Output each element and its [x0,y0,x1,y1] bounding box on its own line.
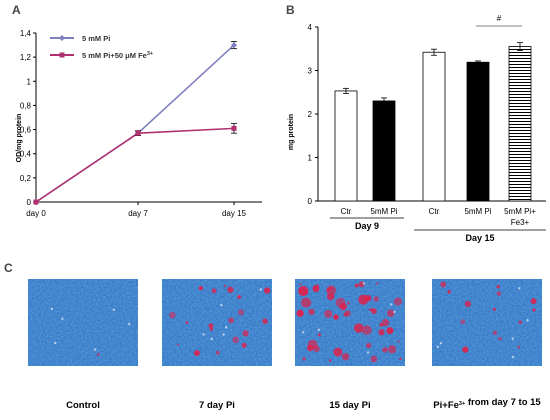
chart-a-y-tick-label: 1,4 [20,29,32,38]
chart-b-y-tick-label: 1 [308,154,313,163]
chart-a-legend: 5 mM Pi 5 mM Pi+50 μM Fe3+ [50,34,153,60]
micrograph: 7 day Pi [162,279,272,411]
chart-b-group: Day 9 [330,217,404,231]
micrograph: Pi+Fe3+ from day 7 to 15 [432,279,542,411]
chart-a-point [135,130,141,136]
chart-b-category-label: 5mM Pi [464,207,491,216]
chart-a-x-tick-label: day 15 [222,209,247,218]
chart-a-series-line [35,127,235,203]
panel-label-b: B [286,3,295,17]
micrograph-caption: Control [66,400,100,411]
micrograph: Control [28,279,138,411]
chart-a-x-tick-label: day 7 [128,209,148,218]
chart-b-bar [466,61,490,202]
chart-b-error-bar [517,42,523,51]
chart-b-error-bar [381,97,387,105]
chart-b-significance: # [476,14,522,27]
micrograph: 15 day Pi [295,279,405,411]
chart-b-category-label: Ctr [341,207,352,216]
chart-a-y-tick-label: 1 [27,77,32,86]
chart-a-point [231,125,237,131]
chart-a-line: OD/mg protein 0 0,2 0,4 0,6 0,8 1 1,2 1,4 day 0… [16,29,262,218]
chart-b-category-label: Ctr [429,207,440,216]
chart-a-y-axis-label: OD/mg protein [16,114,23,163]
micrograph-caption: 15 day Pi [329,400,370,411]
chart-b-error-bar [343,87,349,94]
micrograph-caption: 7 day Pi [199,400,235,411]
micrograph-caption: Pi+Fe3+ from day 7 to 15 [433,397,541,411]
chart-b-category-label: 5mM Pi [370,207,397,216]
chart-b-y-tick-label: 3 [308,67,313,76]
panel-label-c: C [4,261,13,275]
chart-a-y-tick-label: 1,2 [20,53,32,62]
chart-b-y-tick-label: 2 [308,110,313,119]
chart-b-y-tick-label: 4 [308,23,313,32]
panel-label-a: A [12,3,21,17]
chart-a-y-tick-label: 0,4 [20,150,32,159]
chart-a-legend-label: 5 mM Pi+50 μM Fe3+ [82,51,153,60]
chart-a-legend-entry: 5 mM Pi+50 μM Fe3+ [50,51,153,60]
chart-b-category-label: 5mM Pi+ Fe3+ [504,207,536,227]
chart-a-y-tick-label: 0,2 [20,174,32,183]
chart-b-error-bar [475,60,481,64]
chart-a-legend-entry: 5 mM Pi [50,34,110,43]
micrograph-row: Control 7 day Pi 15 day Pi Pi+Fe3+ from day… [28,279,542,411]
chart-b-bar [508,46,532,202]
chart-b-group: Day 15 [414,229,546,243]
chart-b-error-bar [431,48,437,56]
chart-b-y-axis-label: mg protein [288,114,295,150]
chart-a-point [231,42,237,49]
chart-a-point [33,199,39,205]
chart-b-annotation: # [497,14,502,23]
chart-a-legend-label: 5 mM Pi [82,34,110,43]
chart-b-bar: mg protein 0 1 2 3 4 Ctr 5mM Pi Ctr 5mM Pi 5mM P… [288,14,546,243]
chart-a-x-tick-label: day 0 [26,209,46,218]
chart-b-group-label: Day 15 [465,233,494,243]
chart-a-series-line [35,44,235,203]
chart-b-y-tick-label: 0 [308,197,313,206]
chart-a-series-2 [33,123,237,205]
chart-b-group-label: Day 9 [355,221,379,231]
chart-a-series-1 [33,41,237,205]
chart-a-y-tick-label: 0,6 [20,126,32,135]
chart-b-bar [334,90,358,202]
chart-a-y-tick-label: 0 [27,198,32,207]
chart-a-y-tick-label: 0,8 [20,101,32,110]
chart-b-bar [372,100,396,202]
chart-b-bar [422,51,446,202]
